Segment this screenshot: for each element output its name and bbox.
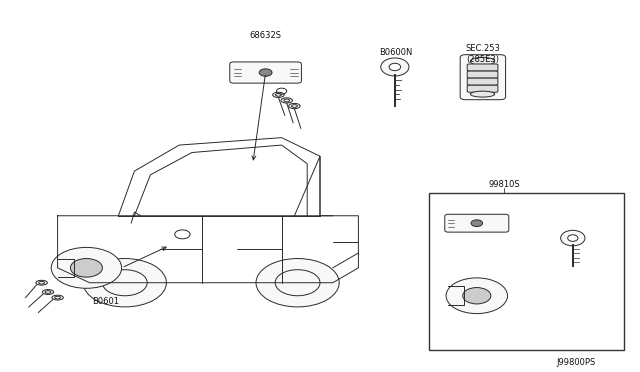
Ellipse shape — [470, 57, 495, 65]
Ellipse shape — [45, 291, 51, 294]
Ellipse shape — [470, 91, 495, 97]
Circle shape — [446, 278, 508, 314]
Ellipse shape — [273, 92, 284, 97]
Text: 99810S: 99810S — [488, 180, 520, 189]
Circle shape — [83, 259, 166, 307]
Ellipse shape — [568, 235, 578, 241]
Ellipse shape — [36, 280, 47, 285]
FancyBboxPatch shape — [467, 64, 498, 71]
Ellipse shape — [292, 105, 298, 107]
Circle shape — [70, 259, 102, 277]
Ellipse shape — [284, 99, 290, 102]
Text: SEC.253: SEC.253 — [466, 44, 500, 53]
Ellipse shape — [289, 103, 300, 109]
Ellipse shape — [281, 98, 292, 103]
Text: B0600N: B0600N — [379, 48, 412, 57]
Text: J99800PS: J99800PS — [556, 358, 596, 367]
Circle shape — [256, 259, 339, 307]
Text: B0601: B0601 — [92, 297, 119, 306]
FancyBboxPatch shape — [230, 62, 301, 83]
Bar — [429, 193, 624, 350]
Ellipse shape — [561, 230, 585, 246]
Circle shape — [463, 288, 491, 304]
FancyBboxPatch shape — [467, 78, 498, 85]
Ellipse shape — [52, 295, 63, 300]
FancyBboxPatch shape — [445, 214, 509, 232]
Circle shape — [51, 247, 122, 288]
Text: (285E3): (285E3) — [467, 55, 500, 64]
Circle shape — [259, 69, 272, 76]
Ellipse shape — [38, 282, 45, 284]
FancyBboxPatch shape — [467, 85, 498, 92]
Circle shape — [471, 220, 483, 227]
FancyBboxPatch shape — [467, 71, 498, 78]
Text: 68632S: 68632S — [250, 31, 282, 40]
Ellipse shape — [389, 63, 401, 71]
Ellipse shape — [381, 58, 409, 76]
Ellipse shape — [42, 290, 54, 295]
FancyBboxPatch shape — [460, 55, 506, 100]
Ellipse shape — [275, 93, 282, 96]
Ellipse shape — [54, 296, 60, 299]
